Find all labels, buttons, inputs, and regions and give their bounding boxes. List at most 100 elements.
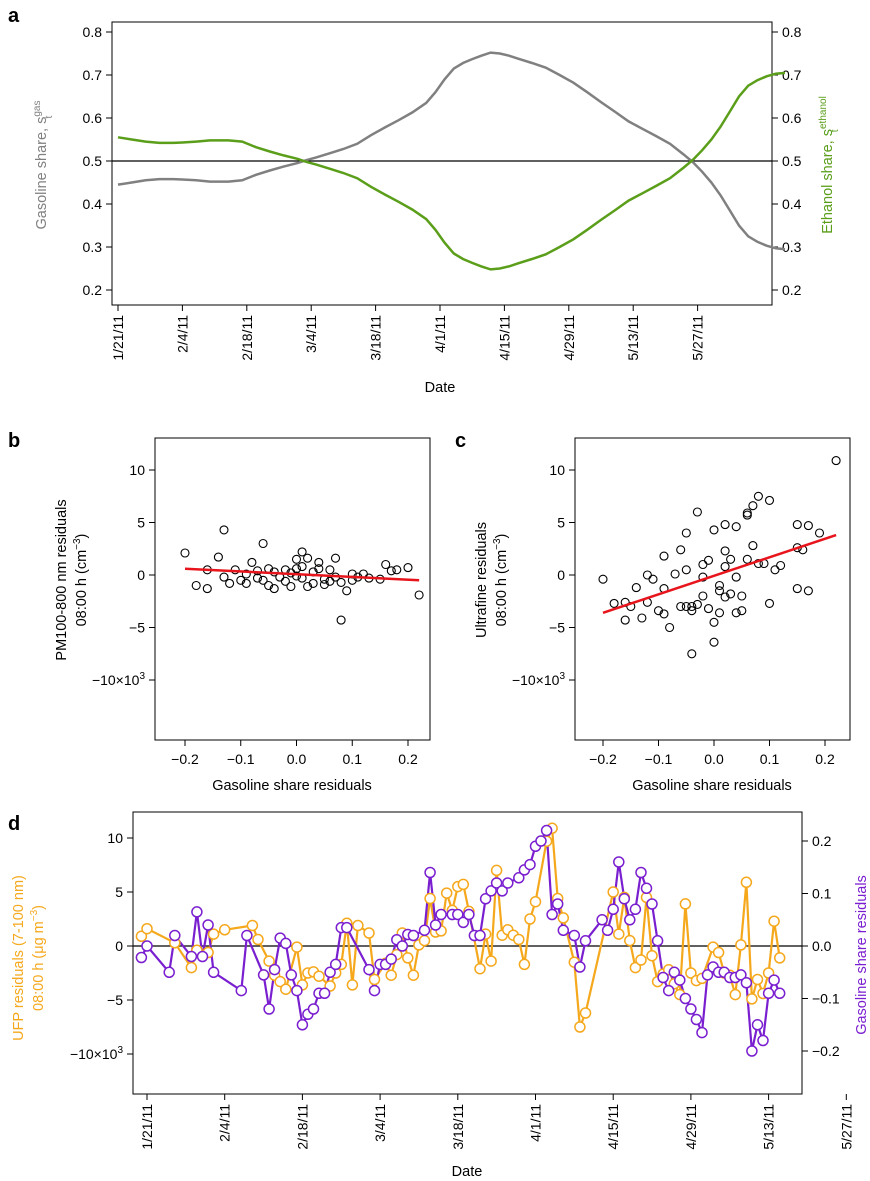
panel-c-point xyxy=(681,565,691,575)
panel-b-point xyxy=(252,566,263,576)
panel-a-x-tick-label: 4/15/11 xyxy=(496,315,512,361)
panel-b-point xyxy=(297,562,307,572)
panel-d-ufp-point xyxy=(685,967,697,979)
panel-d-ufp-point xyxy=(524,913,536,925)
panel-d-gasoline-point xyxy=(163,966,175,979)
panel-d-ufp-point xyxy=(207,928,220,940)
panel-c-point xyxy=(687,606,697,616)
panel-d-gasoline-point xyxy=(285,969,298,981)
panel-c-point xyxy=(803,586,813,596)
panel-d-gasoline-point xyxy=(513,872,525,884)
panel-b-point xyxy=(297,547,307,557)
panel-d-frame xyxy=(132,811,803,1095)
panel-d-gasoline-point xyxy=(674,974,686,986)
panel-d-gasoline-point xyxy=(773,987,786,1000)
panel-d-ufp-point xyxy=(513,933,525,946)
panel-d-right-y-ticks: 0.2 0.1 0.0 −0.1 −0.2 xyxy=(802,833,840,1059)
panel-d-right-axis-title: Gasoline share residuals xyxy=(854,875,870,1035)
panel-a-right-axis-title-sub: t xyxy=(830,129,841,132)
panel-d-left-tick-label: −10×103 xyxy=(70,1045,124,1062)
panel-a-x-tick-label: 4/29/11 xyxy=(561,315,577,361)
panel-d-x-tick-label: 1/21/11 xyxy=(139,1104,155,1150)
panel-d-ufp-point xyxy=(385,969,397,981)
panel-d-gasoline-point xyxy=(407,929,420,942)
panel-d-ufp-point xyxy=(457,878,470,891)
panel-c-x-ticks: −0.2 −0.1 0.0 0.1 0.2 xyxy=(589,740,835,767)
panel-b-point xyxy=(236,575,246,585)
panel-d-gasoline-point xyxy=(479,893,492,905)
panel-d-x-tick-label: 4/15/11 xyxy=(605,1104,621,1150)
panel-c-point xyxy=(764,495,775,505)
panel-a-right-tick-label: 0.6 xyxy=(782,110,802,126)
panel-c-point xyxy=(714,586,725,596)
panel-c-point xyxy=(703,555,714,565)
panel-d-gasoline-point xyxy=(185,950,198,963)
panel-b-point xyxy=(258,538,268,549)
panel-a-left-axis-title-sup: gas xyxy=(32,101,43,117)
panel-a-ethanol-line xyxy=(117,71,786,271)
panel-c-point xyxy=(731,572,741,582)
panel-d-ufp-point xyxy=(557,912,570,924)
panel-d-ufp-point xyxy=(291,941,303,953)
panel-b-y-axis-title-line1: PM100-800 nm residuals xyxy=(54,499,70,660)
panel-b-point xyxy=(280,576,290,586)
panel-c-point xyxy=(709,637,719,647)
panel-d-ufp-point xyxy=(646,949,658,962)
panel-b: b 10 5 0 −5 −10×103 −0.2 −0.1 0.0 0.1 0.2 Gasoli… xyxy=(8,430,431,794)
panel-d-ufp-point xyxy=(352,919,364,932)
panel-b-point xyxy=(392,565,402,575)
panel-d-gasoline-point xyxy=(596,914,608,926)
panel-d-gasoline-point xyxy=(396,940,409,952)
panel-b-point xyxy=(291,564,302,574)
panel-d-ufp-point xyxy=(141,922,153,935)
panel-b-point xyxy=(219,572,229,582)
panel-d-gasoline-point xyxy=(696,1026,708,1039)
panel-d-ufp-point xyxy=(574,1021,586,1033)
panel-d-gasoline-point xyxy=(429,919,442,931)
panel-d-ufp-point xyxy=(274,975,286,988)
panel-d-gasoline-point xyxy=(668,966,681,979)
panel-d-ufp-point xyxy=(368,973,381,986)
panel-d-ufp-point xyxy=(579,1007,592,1019)
panel-d-gasoline-point xyxy=(546,908,558,921)
panel-b-point xyxy=(225,578,235,588)
panel-d-ufp-point xyxy=(679,898,692,910)
panel-c-y-tick-label: 0 xyxy=(557,567,565,583)
panel-d-ufp-point xyxy=(518,958,531,971)
panel-d-gasoline-point xyxy=(263,1003,275,1015)
panel-b-point xyxy=(291,554,302,564)
panel-c-point xyxy=(737,606,747,616)
panel-c-point xyxy=(659,551,669,561)
panel-b-y-tick-label: −5 xyxy=(129,620,145,636)
panel-d-left-axis-title-line2-sup: −3 xyxy=(29,909,40,921)
panel-c-point xyxy=(698,559,708,570)
panel-d-x-tick-label: 5/27/11 xyxy=(838,1104,854,1150)
panel-d-gasoline-point xyxy=(662,984,675,997)
panel-c-x-tick-label: 0.1 xyxy=(760,751,780,767)
panel-d-right-tick-label: −0.1 xyxy=(812,991,840,1007)
panel-d-gasoline-point xyxy=(690,1013,703,1026)
panel-d-gasoline-point xyxy=(568,929,581,942)
panel-d-gasoline-point xyxy=(235,984,248,997)
panel-c-point xyxy=(753,491,763,501)
panel-d-gasoline-point xyxy=(557,924,570,937)
panel-a-x-tick-label: 4/1/11 xyxy=(432,315,448,353)
panel-d-gasoline-point xyxy=(579,935,592,947)
panel-b-y-tick-label: 0 xyxy=(137,567,145,583)
panel-c-y-axis-title-line2-text: 08:00 h (cm xyxy=(494,550,510,627)
panel-d-gasoline-point xyxy=(490,877,503,889)
panel-b-y-ticks: 10 5 0 −5 −10×103 xyxy=(92,462,155,688)
panel-d-x-tick-label: 4/29/11 xyxy=(683,1104,699,1150)
panel-d-gasoline-point xyxy=(629,903,642,916)
panel-b-point xyxy=(258,575,268,585)
panel-c-y-tick-label: 5 xyxy=(557,515,565,531)
panel-d-ufp-point xyxy=(363,927,375,939)
panel-a-series xyxy=(117,51,786,271)
panel-b-point xyxy=(319,579,329,590)
panel-c-point xyxy=(792,520,802,530)
panel-b-y-tick-label: −10×103 xyxy=(92,671,146,688)
panel-d-ufp-point xyxy=(485,955,497,967)
panel-d-ufp-point xyxy=(712,946,725,959)
panel-c-label: c xyxy=(455,430,466,452)
